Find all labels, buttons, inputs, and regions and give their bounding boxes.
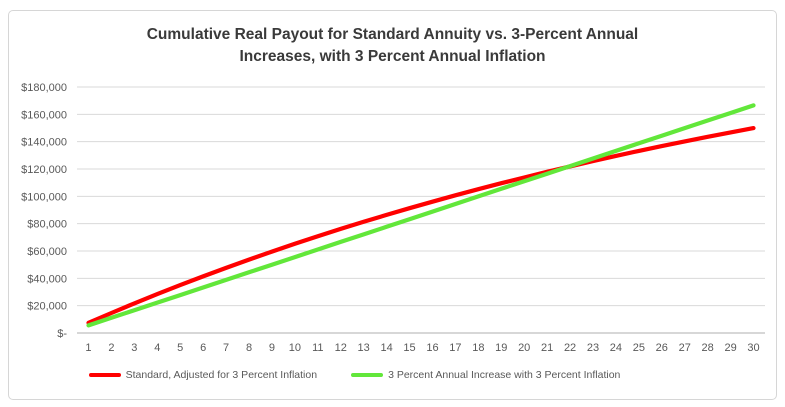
y-tick-label: $160,000	[21, 109, 67, 121]
x-tick-label: 30	[747, 342, 759, 354]
chart-legend: Standard, Adjusted for 3 Percent Inflati…	[0, 369, 738, 381]
x-tick-label: 18	[472, 342, 484, 354]
legend-line-swatch	[88, 373, 121, 377]
x-tick-label: 6	[200, 342, 206, 354]
x-tick-label: 24	[610, 342, 622, 354]
x-tick-label: 4	[154, 342, 160, 354]
x-tick-label: 8	[246, 342, 252, 354]
x-tick-label: 15	[403, 342, 415, 354]
y-tick-label: $100,000	[21, 191, 67, 203]
legend-item-increasing: 3 Percent Annual Increase with 3 Percent…	[351, 369, 620, 381]
chart-title: Cumulative Real Payout for Standard Annu…	[146, 26, 639, 66]
x-tick-label: 16	[426, 342, 438, 354]
x-tick-label: 26	[656, 342, 668, 354]
series-line-increasing	[86, 103, 756, 328]
y-tick-label: $120,000	[21, 164, 67, 176]
x-tick-label: 19	[495, 342, 507, 354]
legend-line-swatch	[351, 373, 384, 377]
x-tick-label: 21	[541, 342, 553, 354]
x-tick-label: 23	[587, 342, 599, 354]
y-tick-label: $180,000	[21, 82, 67, 94]
y-tick-label: $-	[57, 328, 67, 340]
x-tick-label: 29	[724, 342, 736, 354]
x-tick-label: 7	[223, 342, 229, 354]
line-plot-area: $- $20,000 $40,000 $60,000 $80,000 $100,000 $1…	[21, 82, 765, 354]
x-tick-label: 12	[335, 342, 347, 354]
x-tick-label: 22	[564, 342, 576, 354]
legend-item-standard: Standard, Adjusted for 3 Percent Inflati…	[88, 369, 318, 381]
x-tick-label: 11	[312, 342, 323, 354]
y-tick-label: $60,000	[27, 246, 67, 258]
series-line-standard	[86, 125, 756, 325]
x-tick-label: 5	[177, 342, 183, 354]
x-tick-label: 3	[131, 342, 137, 354]
x-tick-label: 10	[289, 342, 301, 354]
y-tick-label: $140,000	[21, 137, 67, 149]
legend-label: 3 Percent Annual Increase with 3 Percent…	[388, 369, 621, 381]
y-tick-label: $80,000	[27, 219, 67, 231]
legend-label: Standard, Adjusted for 3 Percent Inflati…	[125, 369, 318, 381]
y-tick-label: $40,000	[27, 273, 67, 285]
x-tick-label: 13	[358, 342, 370, 354]
x-tick-label: 2	[108, 342, 114, 354]
y-tick-label: $20,000	[27, 301, 67, 313]
chart-card: Cumulative Real Payout for Standard Annu…	[8, 10, 777, 400]
x-tick-label: 27	[679, 342, 691, 354]
x-tick-label: 1	[85, 342, 91, 354]
x-tick-label: 17	[449, 342, 461, 354]
x-tick-label: 25	[633, 342, 645, 354]
x-tick-label: 28	[702, 342, 714, 354]
x-tick-label: 14	[380, 342, 392, 354]
x-tick-label: 9	[269, 342, 275, 354]
x-tick-label: 20	[518, 342, 530, 354]
